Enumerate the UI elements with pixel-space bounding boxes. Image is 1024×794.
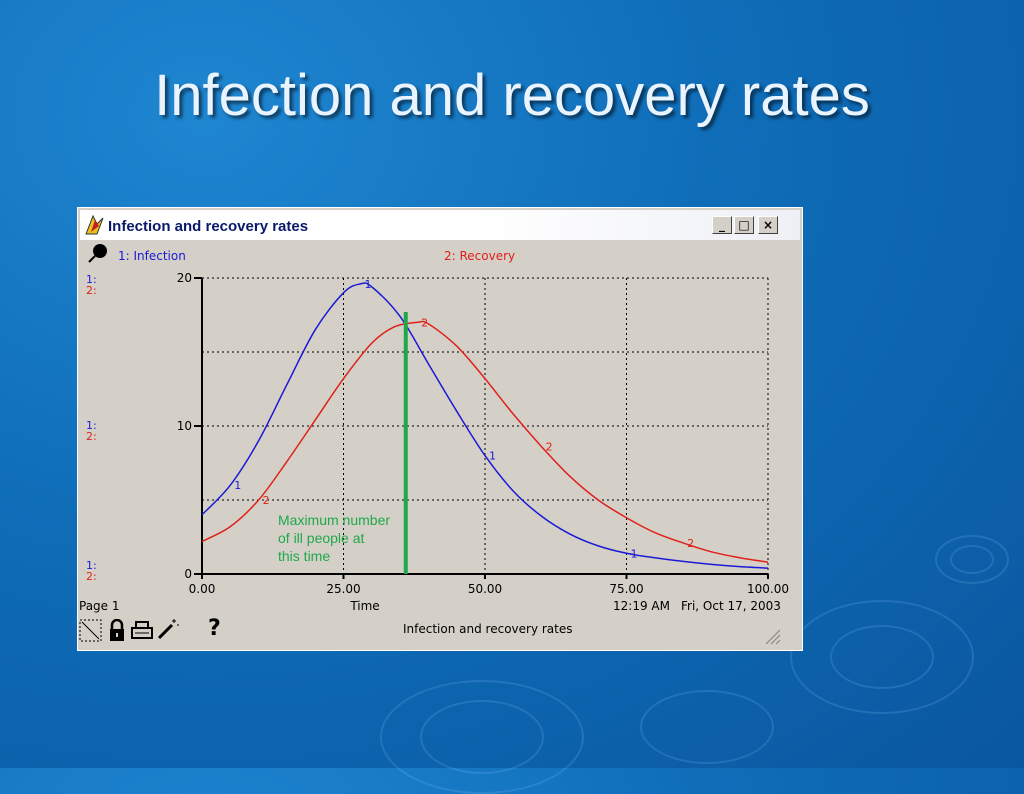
series-line-1 [201, 282, 769, 569]
window-title: Infection and recovery rates [108, 218, 309, 235]
chart-window[interactable]: Infection and recovery rates _ □ × 0 10 20… [77, 207, 803, 651]
series-marker-2: 2 [687, 537, 694, 550]
series-marker-2: 2 [421, 316, 428, 329]
scale-marker-2: 2: [86, 430, 97, 443]
print-icon[interactable] [130, 619, 154, 643]
close-button[interactable]: × [758, 216, 778, 234]
ripple-decoration [830, 625, 934, 689]
footer-time: 12:19 AM [613, 599, 670, 613]
minimize-button[interactable]: _ [712, 216, 732, 234]
slide-title: Infection and recovery rates [154, 63, 870, 128]
x-tick-label: 50.00 [468, 582, 502, 596]
series-marker-1: 1 [631, 547, 638, 560]
ripple-decoration [935, 535, 1009, 584]
resize-grip-icon[interactable] [762, 626, 782, 646]
ripple-decoration [640, 690, 774, 764]
series-marker-2: 2 [546, 441, 553, 454]
x-axis-label: Time [349, 599, 379, 613]
ripple-decoration [950, 545, 994, 574]
x-tick-label: 75.00 [609, 582, 643, 596]
page-label[interactable]: Page 1 [79, 599, 120, 613]
chart: 0 10 20 0.00 25.00 50.00 75.00 100.00 Time 1: Inf… [86, 244, 789, 613]
scale-marker-1: 1: [86, 559, 97, 572]
series-marker-1: 1 [489, 450, 496, 463]
window-titlebar[interactable]: Infection and recovery rates _ □ × [80, 210, 800, 240]
footer-title: Infection and recovery rates [403, 622, 573, 636]
series-marker-1: 1 [234, 479, 241, 492]
ripple-decoration [790, 600, 974, 714]
app-icon [85, 214, 104, 235]
y-tick-label: 20 [177, 271, 192, 285]
footer-date: Fri, Oct 17, 2003 [681, 599, 781, 613]
ripple-decoration [420, 700, 544, 774]
scale-marker-2: 2: [86, 284, 97, 297]
scale-marker-1: 1: [86, 273, 97, 286]
pin-icon [93, 244, 107, 258]
legend-infection: 1: Infection [118, 249, 186, 263]
pin-icon-needle [88, 255, 96, 263]
series-line-2 [201, 320, 769, 563]
annotation-text: Maximum number [278, 512, 390, 528]
x-tick-label: 100.00 [747, 582, 789, 596]
y-tick-label: 0 [184, 567, 192, 581]
wand-icon[interactable] [156, 617, 180, 641]
annotation-text: this time [278, 548, 330, 564]
annotation-text: of ill people at [278, 530, 365, 546]
lock-icon[interactable] [108, 619, 126, 643]
legend-recovery: 2: Recovery [444, 249, 515, 263]
series-marker-2: 2 [263, 494, 270, 507]
x-tick-label: 25.00 [326, 582, 360, 596]
help-icon[interactable]: ? [208, 616, 221, 641]
maximize-button[interactable]: □ [734, 216, 754, 234]
y-tick-label: 10 [177, 419, 192, 433]
series-marker-1: 1 [364, 278, 371, 291]
scale-marker-1: 1: [86, 419, 97, 432]
pan-icon[interactable] [79, 619, 103, 643]
scale-marker-2: 2: [86, 570, 97, 583]
x-tick-label: 0.00 [189, 582, 216, 596]
